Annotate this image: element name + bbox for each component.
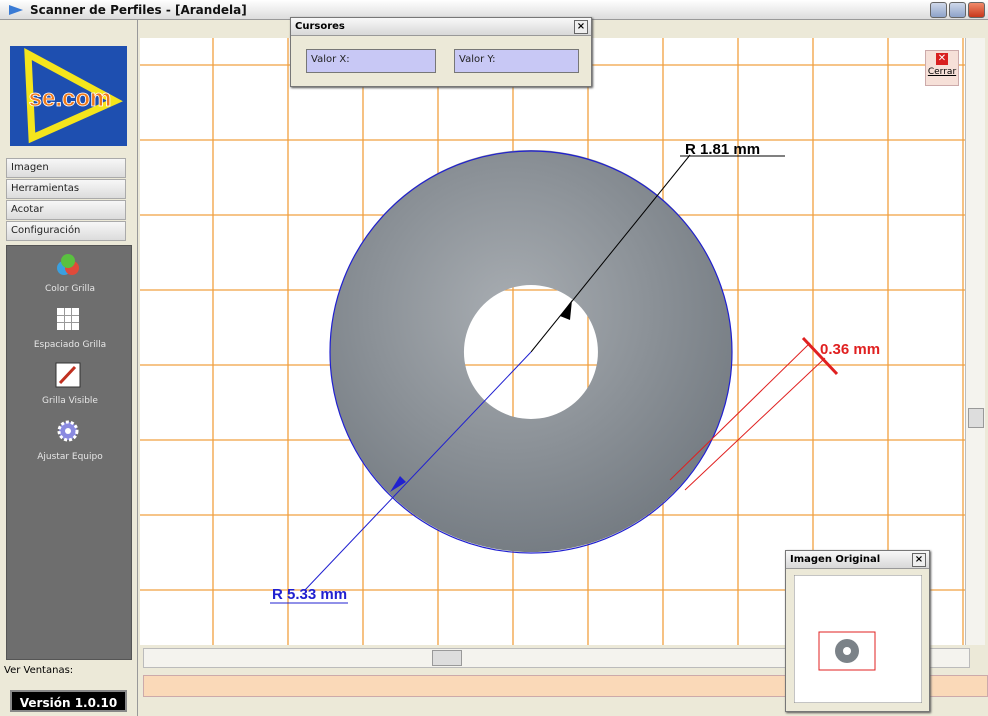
menu-item[interactable]: Herramientas [6,179,126,199]
color-icon [57,254,79,275]
canvas: R 1.81 mm R 5.33 mm 0.36 mm [140,38,965,645]
horizontal-scrollbar[interactable] [143,648,970,668]
title-bar: Scanner de Perfiles - [Arandela] [0,0,988,20]
close-window-button[interactable] [968,2,985,18]
tool-button[interactable]: Color Grilla [44,284,96,294]
vertical-scrollbar[interactable] [965,38,985,645]
inner-radius-label: R 1.81 mm [685,141,760,158]
close-label: Cerrar [927,67,957,77]
window-title: Scanner de Perfiles - [Arandela] [30,3,247,17]
tools-panel: Color Grilla Espaciado Grilla Grilla Vis… [6,245,132,660]
logo-text: se.com [29,85,112,112]
tool-button[interactable]: Grilla Visible [42,396,98,406]
tool-button[interactable]: Espaciado Grilla [33,340,107,350]
app-icon [9,5,23,15]
outer-radius-label: R 5.33 mm [272,586,347,603]
close-button[interactable]: ✕ Cerrar [925,50,959,86]
panel-title-text: Cursores [295,21,345,32]
menu-item[interactable]: Configuración [6,221,126,241]
logo: se.com [10,46,127,146]
menu-item[interactable]: Imagen [6,158,126,178]
panel-close[interactable]: × [912,553,926,567]
preview-panel: Imagen Original × [785,550,930,712]
washer-image [330,150,733,552]
thickness-dimension [669,336,839,491]
value-x-field: Valor X: [306,49,436,73]
preview-image [794,575,922,703]
panel-title: Cursores × [291,18,591,36]
maximize-button[interactable] [949,2,966,18]
grid-icon [57,308,79,330]
sidebar: se.com Imagen Herramientas Acotar Config… [0,20,138,716]
gear-icon [57,420,79,442]
arrowhead [560,300,572,320]
panel-title-text: Imagen Original [790,554,881,565]
scroll-thumb[interactable] [432,650,462,666]
panel-title: Imagen Original × [786,551,929,569]
close-icon: ✕ [936,53,948,65]
outer-circle [329,150,733,554]
cursors-panel: Cursores × Valor X: Valor Y: [290,17,592,87]
thickness-label: 0.36 mm [820,341,880,358]
minimize-button[interactable] [930,2,947,18]
inner-radius-line [530,154,691,353]
brush-icon [55,362,81,388]
menu-item[interactable]: Acotar [6,200,126,220]
windows-label: Ver Ventanas: [4,665,74,676]
panel-close[interactable]: × [574,20,588,34]
value-y-field: Valor Y: [454,49,579,73]
version-label: Versión 1.0.10 [10,690,127,712]
outer-radius-line [304,351,532,591]
scroll-thumb[interactable] [968,408,984,428]
arrowhead [390,476,406,492]
tool-button[interactable]: Ajustar Equipo [37,452,103,462]
